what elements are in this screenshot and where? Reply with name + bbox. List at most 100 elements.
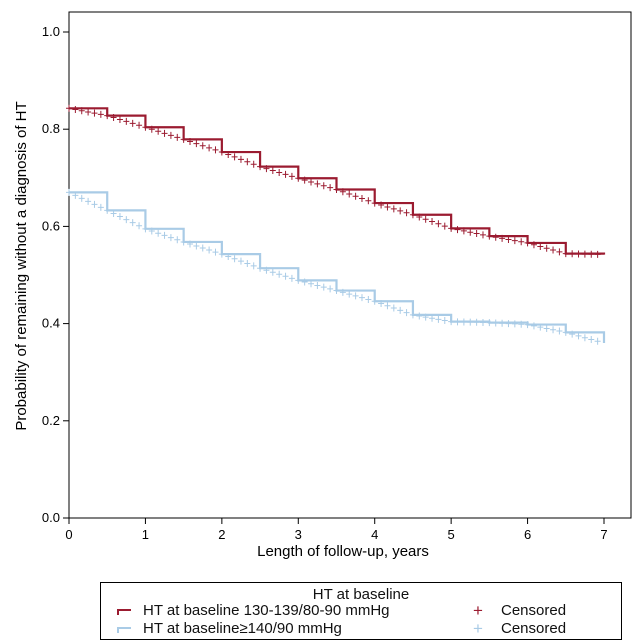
censor-mark-series-1 — [320, 182, 327, 190]
censor-mark-series-2 — [435, 315, 442, 323]
censor-mark-series-2 — [123, 216, 130, 224]
censor-mark-series-2 — [505, 320, 512, 328]
censor-mark-series-2 — [199, 244, 206, 252]
legend-line-series-2 — [117, 627, 131, 633]
censor-mark-series-1 — [448, 224, 455, 232]
series-line-1 — [69, 107, 606, 255]
censor-mark-series-1 — [352, 192, 359, 200]
censor-mark-series-1 — [263, 165, 270, 173]
censor-mark-series-1 — [409, 211, 416, 219]
legend: HT at baseline HT at baseline 130-139/80… — [100, 582, 622, 640]
censor-mark-series-1 — [537, 242, 544, 250]
censor-mark-series-2 — [352, 292, 359, 300]
legend-item-series-1: HT at baseline 130-139/80-90 mmHg + Cens… — [101, 602, 621, 620]
censor-mark-series-2 — [320, 283, 327, 291]
censor-mark-series-1 — [530, 241, 537, 249]
censor-mark-series-1 — [435, 220, 442, 228]
y-tick-label-4: 0.8 — [42, 121, 60, 136]
censor-mark-series-1 — [174, 133, 181, 141]
censor-mark-series-1 — [244, 158, 251, 166]
censor-mark-series-1 — [187, 138, 194, 146]
censor-mark-series-1 — [358, 195, 365, 203]
censor-mark-series-2 — [250, 262, 257, 270]
x-tick-label-4: 4 — [371, 527, 378, 542]
censor-mark-series-2 — [550, 326, 557, 334]
censor-mark-series-1 — [575, 250, 582, 258]
x-tick-label-0: 0 — [65, 527, 72, 542]
censor-mark-series-2 — [85, 197, 92, 205]
censor-mark-series-2 — [116, 213, 123, 221]
censor-mark-series-2 — [155, 229, 162, 237]
x-tick-label-6: 6 — [524, 527, 531, 542]
censor-mark-series-2 — [339, 288, 346, 296]
censor-mark-series-1 — [193, 140, 200, 148]
censor-mark-series-1 — [129, 119, 136, 127]
censor-mark-series-1 — [333, 185, 340, 193]
censor-mark-series-2 — [66, 188, 72, 196]
censor-mark-series-1 — [550, 246, 557, 254]
censor-mark-series-1 — [161, 129, 168, 137]
censor-mark-series-2 — [486, 319, 493, 327]
censor-mark-series-2 — [148, 227, 155, 235]
legend-label-series-1: HT at baseline 130-139/80-90 mmHg — [143, 602, 390, 619]
censor-mark-series-1 — [212, 146, 219, 154]
plot-frame — [68, 11, 632, 519]
censor-mark-series-2 — [78, 194, 85, 202]
censor-mark-series-1 — [142, 123, 149, 131]
censor-mark-series-2 — [333, 287, 340, 295]
censor-mark-series-2 — [594, 337, 601, 345]
censor-mark-series-1 — [180, 135, 187, 143]
censor-mark-series-1 — [499, 234, 506, 242]
censor-mark-series-2 — [588, 335, 595, 343]
censored-mark-series-2: + — [473, 619, 483, 638]
censor-mark-series-2 — [473, 318, 480, 326]
censor-mark-series-1 — [231, 153, 238, 161]
censor-mark-series-1 — [72, 106, 79, 114]
y-tick-label-1: 0.2 — [42, 413, 60, 428]
censor-mark-series-1 — [441, 222, 448, 230]
censor-mark-series-1 — [562, 250, 569, 258]
censor-mark-series-2 — [327, 285, 334, 293]
censor-mark-series-2 — [511, 320, 518, 328]
censor-mark-series-2 — [110, 209, 117, 217]
censor-mark-series-1 — [148, 125, 155, 133]
censor-mark-series-1 — [479, 231, 486, 239]
censor-mark-series-1 — [581, 250, 588, 258]
censor-mark-series-1 — [110, 114, 117, 122]
censor-mark-series-1 — [301, 176, 308, 184]
censor-mark-series-2 — [263, 266, 270, 274]
censor-mark-series-2 — [543, 324, 550, 332]
censor-mark-series-2 — [492, 319, 499, 327]
x-tick-label-5: 5 — [448, 527, 455, 542]
legend-censored-label-series-2: Censored — [501, 620, 567, 637]
censor-mark-series-1 — [416, 213, 423, 221]
y-tick-label-5: 1.0 — [42, 24, 60, 39]
censor-mark-series-1 — [371, 199, 378, 207]
censor-mark-series-2 — [72, 191, 79, 199]
censor-mark-series-1 — [473, 230, 480, 238]
censor-mark-series-2 — [460, 318, 467, 326]
censor-mark-series-2 — [218, 250, 225, 258]
censor-mark-series-1 — [346, 190, 353, 198]
censor-mark-series-1 — [78, 107, 85, 115]
censor-mark-series-2 — [384, 302, 391, 310]
censor-mark-series-2 — [269, 268, 276, 276]
censor-mark-series-2 — [295, 276, 302, 284]
censor-mark-series-1 — [314, 180, 321, 188]
censor-mark-series-2 — [537, 323, 544, 331]
censor-mark-series-2 — [441, 317, 448, 325]
censor-mark-series-2 — [237, 257, 244, 265]
censor-mark-series-1 — [429, 218, 436, 226]
censor-mark-series-2 — [467, 318, 474, 326]
censor-mark-series-1 — [556, 248, 563, 256]
legend-censored-label-series-1: Censored — [501, 602, 567, 619]
censor-mark-series-2 — [429, 314, 436, 322]
censor-mark-series-2 — [167, 234, 174, 242]
censor-mark-series-2 — [397, 306, 404, 314]
censor-mark-series-1 — [492, 233, 499, 241]
x-tick-label-1: 1 — [142, 527, 149, 542]
censor-mark-series-1 — [524, 239, 531, 247]
censor-mark-series-2 — [129, 219, 136, 227]
censor-mark-series-2 — [225, 252, 232, 260]
censor-mark-series-2 — [358, 294, 365, 302]
